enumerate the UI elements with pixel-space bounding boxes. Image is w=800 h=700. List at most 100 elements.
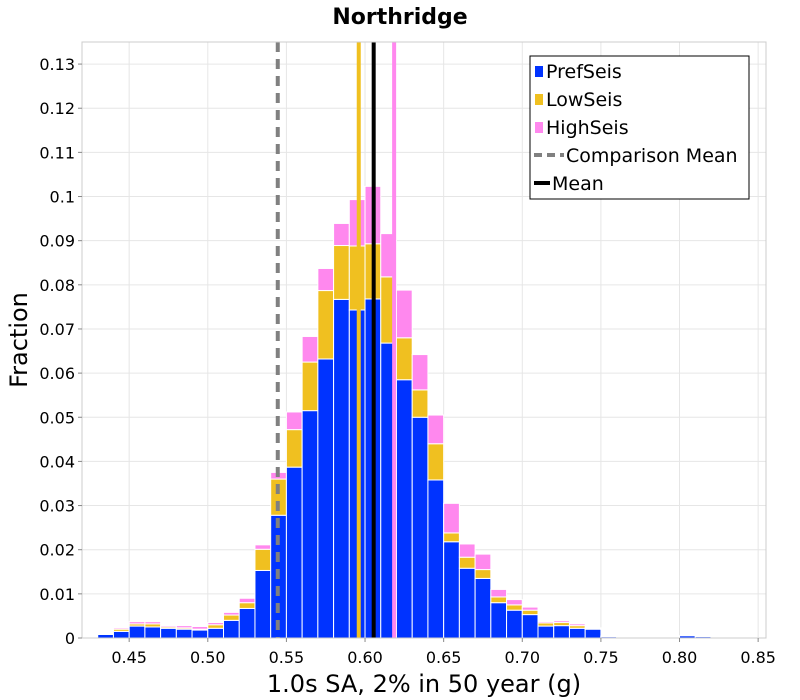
bar-prefseis xyxy=(506,609,523,639)
mean-lines xyxy=(275,42,397,638)
legend: PrefSeis LowSeis HighSeis Comparison Mean Me… xyxy=(529,55,750,200)
y-axis-ticks: 0 0.01 0.02 0.03 0.04 0.05 0.06 0.07 0.08 0.09 0.1… xyxy=(39,55,82,648)
bar-prefseis xyxy=(223,619,240,639)
bar-prefseis xyxy=(144,626,162,639)
x-tick-label: 0.85 xyxy=(740,648,776,667)
y-tick-label: 0.02 xyxy=(39,541,75,560)
bar-prefseis xyxy=(285,466,303,639)
bar-prefseis xyxy=(254,569,272,639)
bar-lowseis xyxy=(443,532,460,543)
bar-highseis xyxy=(223,611,240,616)
bar-highseis xyxy=(443,502,460,534)
x-axis-label: 1.0s SA, 2% in 50 year (g) xyxy=(267,670,581,698)
bar-lowseis xyxy=(521,609,539,616)
x-tick-label: 0.60 xyxy=(347,648,383,667)
legend-swatch-highseis xyxy=(535,122,543,133)
y-tick-label: 0.11 xyxy=(39,143,75,162)
bar-highseis xyxy=(568,623,586,627)
y-tick-label: 0.04 xyxy=(39,452,75,471)
bar-highseis xyxy=(458,543,476,558)
bar-prefseis xyxy=(568,627,586,639)
bar-prefseis xyxy=(317,358,335,639)
bar-lowseis xyxy=(411,389,429,418)
bar-prefseis xyxy=(97,633,114,639)
bar-highseis xyxy=(411,354,429,391)
y-tick-label: 0.1 xyxy=(50,188,75,207)
bar-prefseis xyxy=(160,627,177,639)
bar-highseis xyxy=(553,620,570,624)
bar-highseis xyxy=(191,626,209,630)
y-tick-label: 0.12 xyxy=(39,99,75,118)
bar-prefseis xyxy=(584,628,602,639)
bar-prefseis xyxy=(112,630,130,639)
bar-highseis xyxy=(144,621,162,625)
bar-lowseis xyxy=(395,337,413,381)
bar-prefseis xyxy=(175,628,193,639)
bar-prefseis xyxy=(537,625,555,639)
bar-lowseis xyxy=(238,602,256,609)
bar-lowseis xyxy=(333,245,350,300)
x-axis-ticks: 0.45 0.50 0.55 0.60 0.65 0.70 0.75 0.80 0.85 xyxy=(111,638,776,667)
bar-highseis xyxy=(506,599,523,606)
bar-prefseis xyxy=(333,298,350,639)
x-tick-label: 0.50 xyxy=(190,648,226,667)
bar-lowseis xyxy=(427,443,445,481)
bar-highseis xyxy=(160,625,177,628)
legend-label-mean: Mean xyxy=(552,173,604,195)
bar-lowseis xyxy=(490,596,508,604)
bar-prefseis xyxy=(427,479,445,639)
bar-prefseis xyxy=(474,577,492,639)
bar-highseis xyxy=(112,627,130,630)
bar-lowseis xyxy=(207,624,225,629)
y-tick-label: 0 xyxy=(65,629,75,648)
legend-swatch-prefseis xyxy=(535,66,543,77)
bar-lowseis xyxy=(285,429,303,468)
bar-prefseis xyxy=(553,625,570,639)
bar-prefseis xyxy=(490,602,508,639)
bar-prefseis xyxy=(443,541,460,639)
bar-highseis xyxy=(474,553,492,571)
bar-highseis xyxy=(521,606,539,611)
bar-prefseis xyxy=(521,614,539,639)
bar-prefseis xyxy=(128,625,146,639)
x-tick-label: 0.65 xyxy=(426,648,462,667)
bar-lowseis xyxy=(474,569,492,579)
x-tick-label: 0.80 xyxy=(662,648,698,667)
y-axis-label: Fraction xyxy=(5,292,33,388)
y-tick-label: 0.08 xyxy=(39,276,75,295)
bar-highseis xyxy=(427,414,445,445)
bar-highseis xyxy=(395,289,413,339)
legend-label-comparison-mean: Comparison Mean xyxy=(566,145,738,167)
bar-highseis xyxy=(317,267,335,292)
bar-highseis xyxy=(333,222,350,247)
y-tick-label: 0.07 xyxy=(39,320,75,339)
bar-highseis xyxy=(285,411,303,431)
x-tick-label: 0.55 xyxy=(269,648,305,667)
bar-prefseis xyxy=(301,410,319,639)
bar-prefseis xyxy=(395,379,413,639)
bar-highseis xyxy=(301,335,319,363)
bar-highseis xyxy=(490,588,508,598)
legend-label-prefseis: PrefSeis xyxy=(546,61,622,83)
y-tick-label: 0.13 xyxy=(39,55,75,74)
legend-label-lowseis: LowSeis xyxy=(546,89,622,111)
y-tick-label: 0.01 xyxy=(39,585,75,604)
x-tick-label: 0.75 xyxy=(583,648,619,667)
bar-highseis xyxy=(207,622,225,626)
bar-lowseis xyxy=(458,556,476,569)
bar-prefseis xyxy=(411,416,429,639)
plot-border xyxy=(81,41,767,639)
legend-swatch-lowseis xyxy=(535,94,543,105)
bar-prefseis xyxy=(207,627,225,639)
bar-highseis xyxy=(537,621,555,624)
bar-prefseis xyxy=(191,629,209,639)
bar-lowseis xyxy=(223,614,240,621)
bar-highseis xyxy=(175,625,193,629)
y-tick-label: 0.03 xyxy=(39,497,75,516)
y-tick-label: 0.06 xyxy=(39,364,75,383)
chart-title: Northridge xyxy=(332,5,467,30)
bar-highseis xyxy=(254,544,272,550)
bar-lowseis xyxy=(317,290,335,360)
bar-lowseis xyxy=(506,604,523,611)
